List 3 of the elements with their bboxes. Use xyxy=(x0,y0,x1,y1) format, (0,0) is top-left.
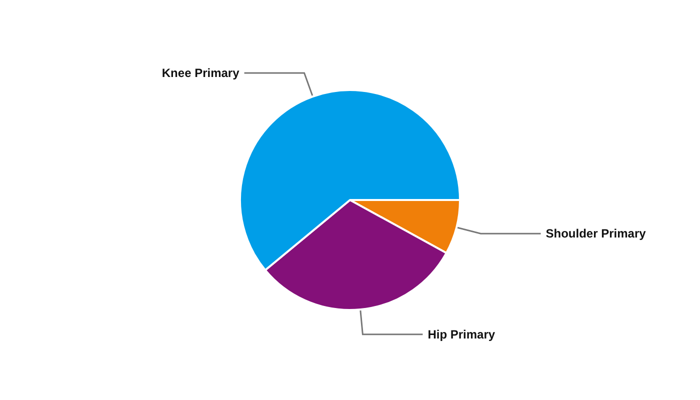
slice-label: Hip Primary xyxy=(428,327,496,342)
slice-label: Shoulder Primary xyxy=(546,226,646,241)
slice-label: Knee Primary xyxy=(162,66,240,80)
